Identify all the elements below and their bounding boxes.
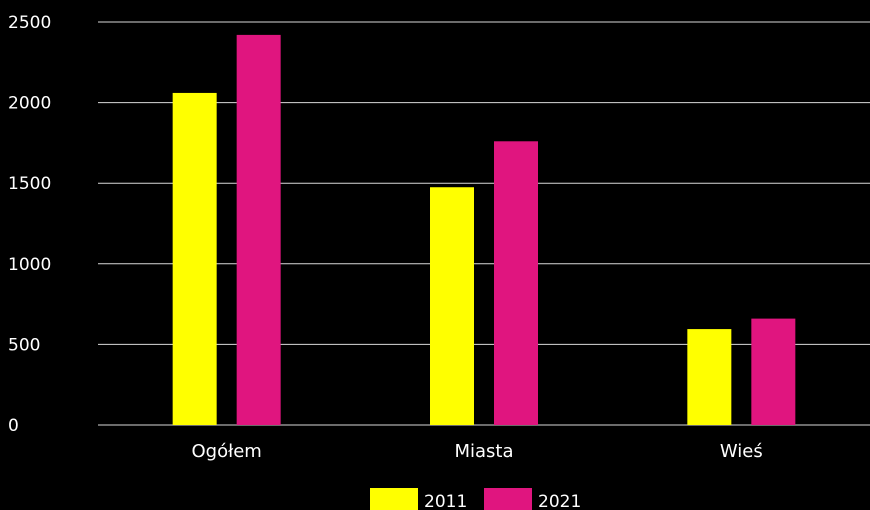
y-tick-label: 1500 xyxy=(8,174,51,194)
gridlines xyxy=(98,21,870,426)
legend-label: 2021 xyxy=(538,492,581,510)
bar-2011-2 xyxy=(687,329,732,425)
bar-2011-1 xyxy=(430,187,474,425)
x-category-label: Ogółem xyxy=(191,441,261,462)
bar-2021-2 xyxy=(751,318,796,425)
y-tick-label: 2500 xyxy=(8,13,51,33)
legend-swatch-2021 xyxy=(484,488,532,510)
bar-2021-1 xyxy=(494,141,538,425)
y-tick-label: 1000 xyxy=(8,255,51,275)
legend: 2011 2021 xyxy=(370,488,581,510)
bar-2011-0 xyxy=(172,92,217,425)
y-tick-label: 0 xyxy=(8,416,19,436)
x-category-label: Miasta xyxy=(454,441,513,462)
y-tick-label: 500 xyxy=(8,335,40,355)
legend-swatch-2011 xyxy=(370,488,418,510)
bar-2021-0 xyxy=(236,34,281,426)
y-tick-label: 2000 xyxy=(8,94,51,114)
legend-label: 2011 xyxy=(424,492,467,510)
bars xyxy=(172,34,796,426)
x-category-label: Wieś xyxy=(720,441,763,462)
y-axis-ticks: 0 500 1000 1500 2000 2500 xyxy=(8,13,51,436)
x-axis-categories: Ogółem Miasta Wieś xyxy=(191,441,762,462)
